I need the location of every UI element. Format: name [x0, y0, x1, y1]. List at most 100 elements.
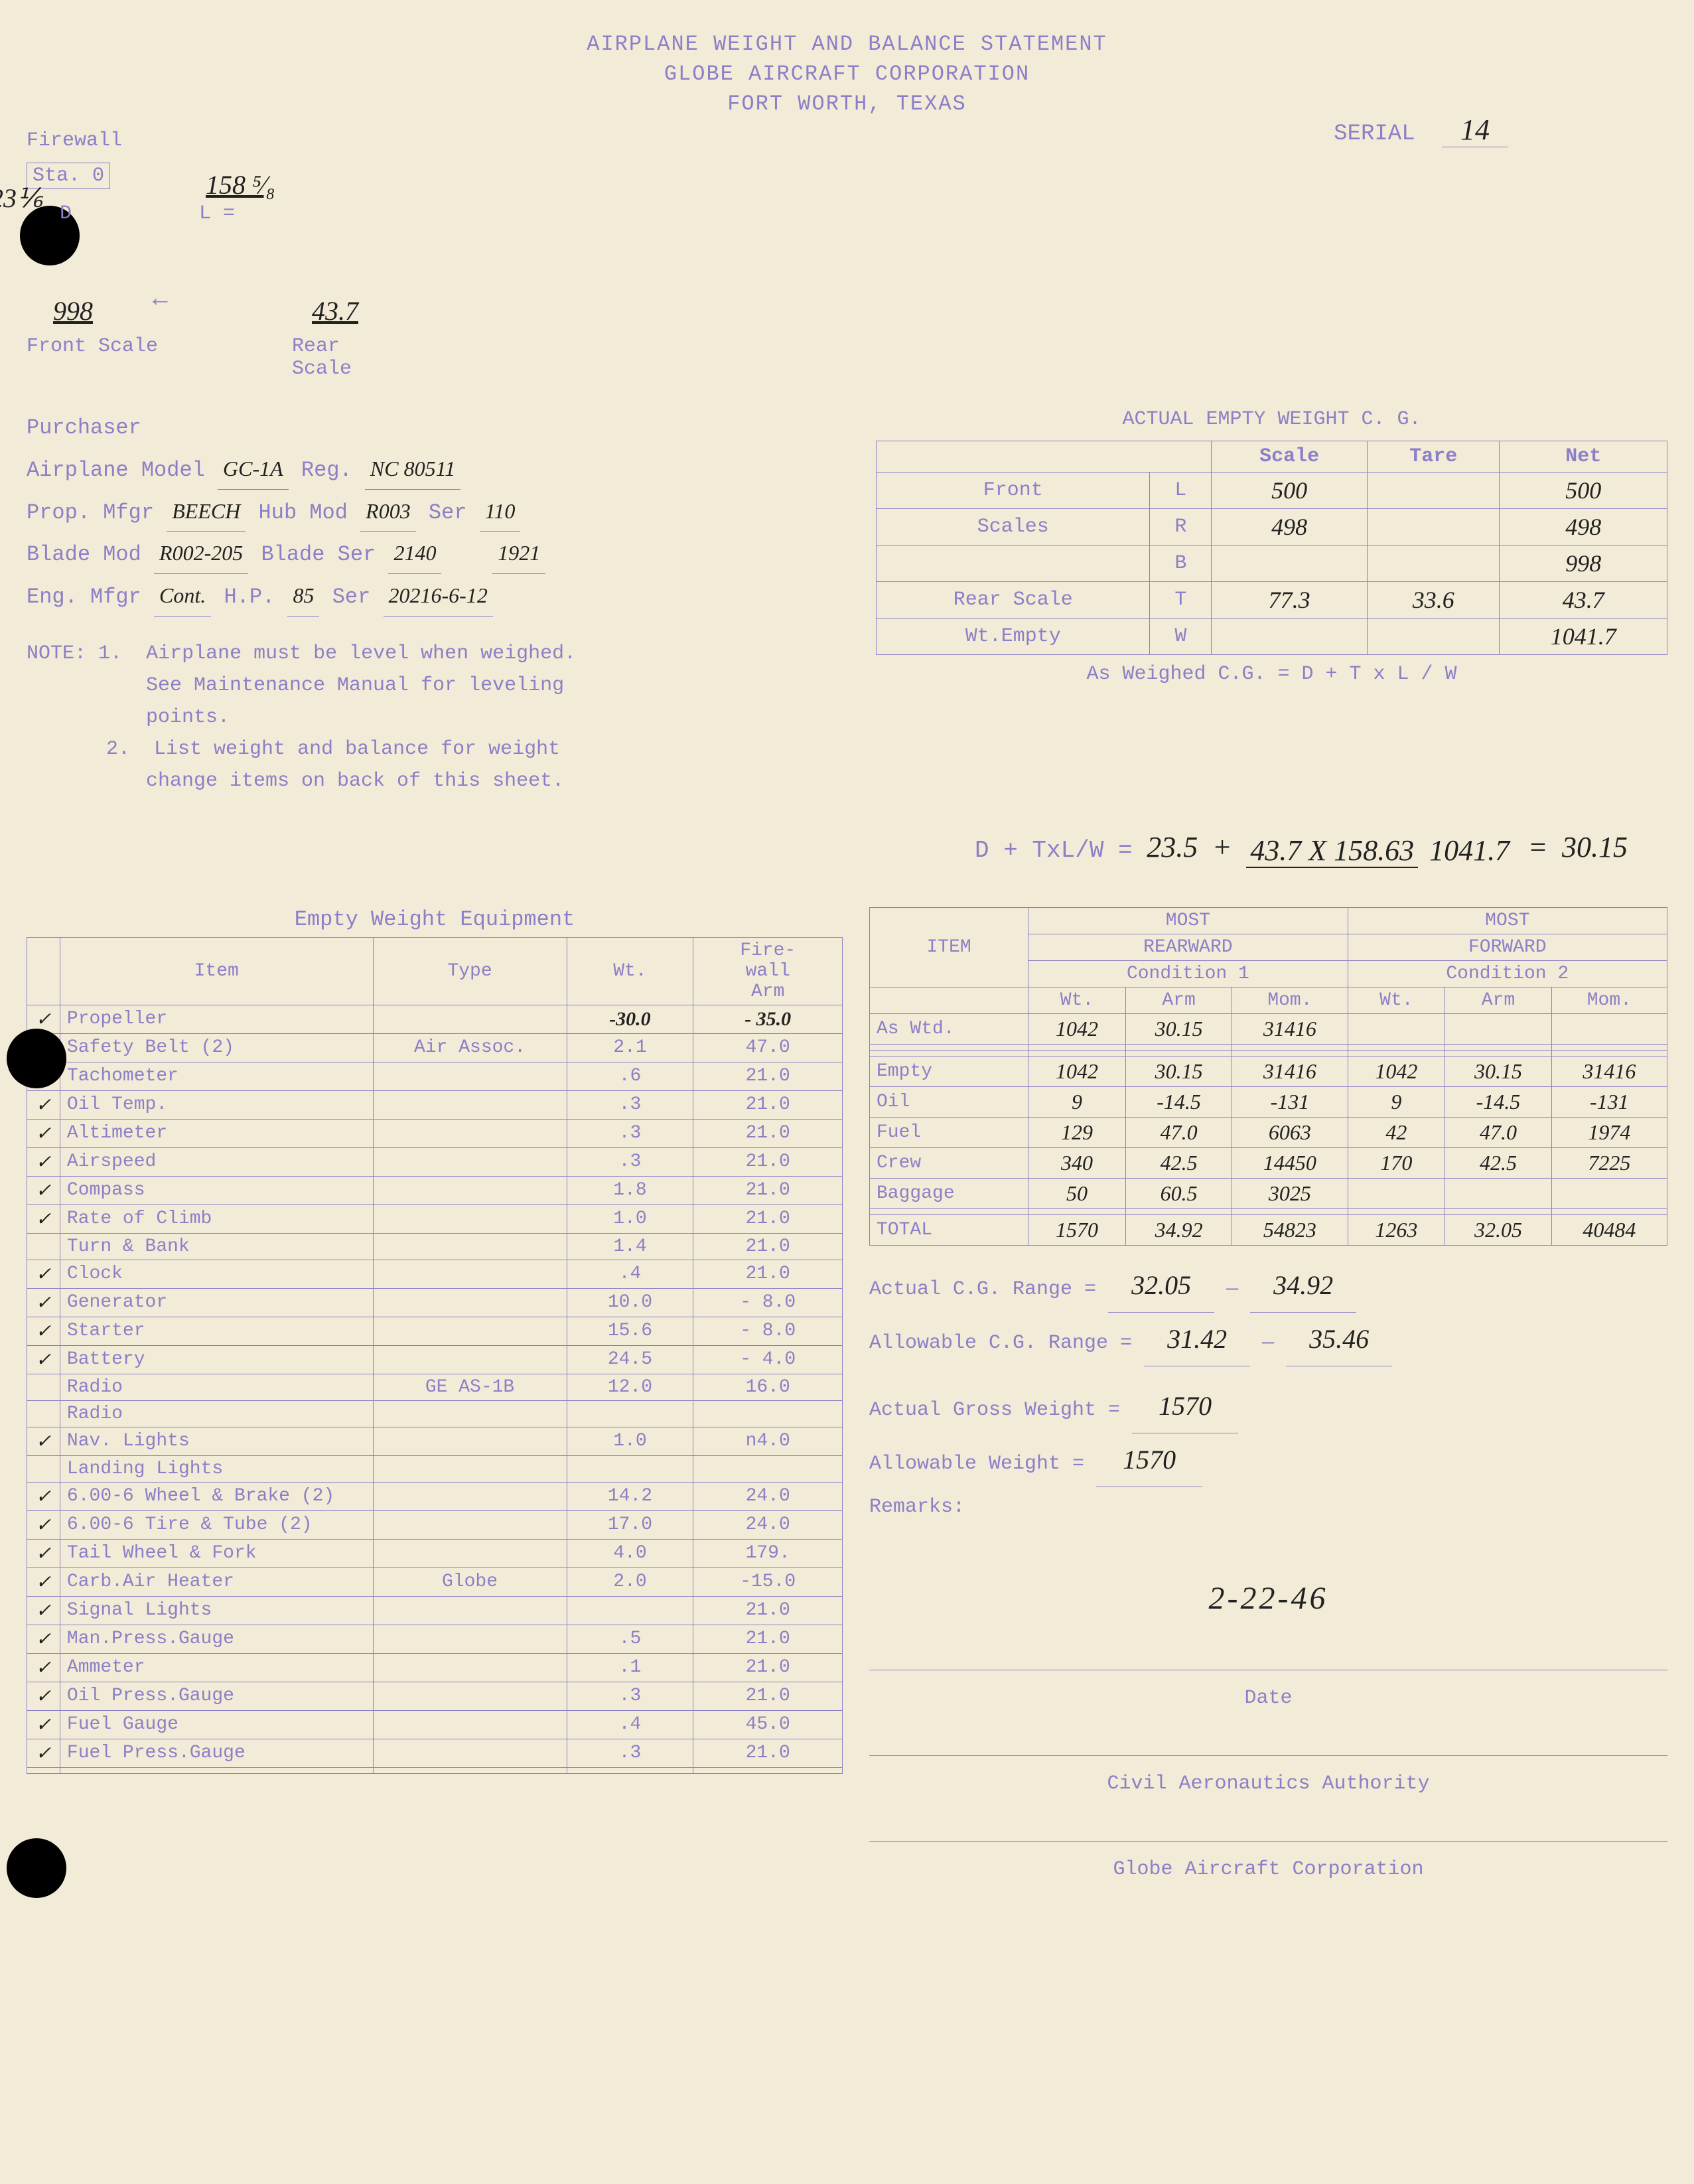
cg-row-label: Rear Scale — [877, 582, 1150, 619]
cg-calculation: D + TxL/W = 23.5 + 43.7 X 158.63 1041.7 … — [27, 830, 1667, 867]
equipment-row: Turn & Bank1.421.0 — [27, 1233, 843, 1260]
equipment-row: ✓Propeller-30.0- 35.0 — [27, 1005, 843, 1033]
d-left-value: 23⅙ — [0, 182, 42, 214]
allow-cg-lo: 31.42 — [1144, 1313, 1250, 1366]
model-label: Airplane Model — [27, 458, 205, 482]
calc-den: 1041.7 — [1425, 834, 1514, 867]
calc-row-w1: 1042 — [1028, 1056, 1126, 1086]
equipment-item: Altimeter — [60, 1119, 373, 1147]
cg-row-net: 1041.7 — [1500, 619, 1667, 655]
equipment-item: Landing Lights — [60, 1455, 373, 1482]
equipment-row: ✓6.00-6 Wheel & Brake (2)14.224.0 — [27, 1482, 843, 1510]
equipment-type — [373, 1710, 567, 1739]
calc-row-w1 — [1028, 1208, 1126, 1214]
equipment-type — [373, 1427, 567, 1455]
note2-num: 2. — [106, 738, 130, 761]
equipment-arm: 21.0 — [693, 1682, 843, 1710]
equipment-item: Man.Press.Gauge — [60, 1625, 373, 1653]
equipment-item: Starter — [60, 1317, 373, 1345]
equipment-item: Ammeter — [60, 1653, 373, 1682]
equipment-arm: 16.0 — [693, 1374, 843, 1400]
cg-row: Wt.EmptyW1041.7 — [877, 619, 1667, 655]
equipment-type: Air Assoc. — [373, 1033, 567, 1062]
header-block: AIRPLANE WEIGHT AND BALANCE STATEMENT GL… — [27, 32, 1667, 116]
equipment-item: Clock — [60, 1260, 373, 1288]
equipment-wt: .3 — [567, 1119, 693, 1147]
calc-row-w1 — [1028, 1044, 1126, 1050]
calc-row-a2: -14.5 — [1445, 1086, 1551, 1117]
equipment-item: 6.00-6 Tire & Tube (2) — [60, 1510, 373, 1539]
equipment-check — [27, 1400, 60, 1427]
eq-th-arm: Fire- wall Arm — [693, 937, 843, 1005]
equipment-type — [373, 1233, 567, 1260]
notes-block: NOTE: 1. Airplane must be level when wei… — [27, 638, 823, 797]
equipment-row: ✓Airspeed.321.0 — [27, 1147, 843, 1176]
gross-label: Actual Gross Weight = — [869, 1399, 1120, 1421]
calc-row-a1: -14.5 — [1125, 1086, 1232, 1117]
eq-th-item: Item — [60, 937, 373, 1005]
remarks-label: Remarks: — [869, 1487, 1667, 1527]
calc-row-w1: 1042 — [1028, 1013, 1126, 1044]
calc-row-m2 — [1551, 1050, 1667, 1056]
equipment-row: ✓Altimeter.321.0 — [27, 1119, 843, 1147]
calc-row-w1 — [1028, 1050, 1126, 1056]
equipment-arm — [693, 1400, 843, 1427]
cg-row-tare — [1368, 619, 1500, 655]
blade-mod-label: Blade Mod — [27, 542, 141, 567]
cg-dash2: — — [1262, 1332, 1274, 1354]
hub-mod-label: Hub Mod — [259, 500, 348, 525]
calc-row-w2: 1263 — [1348, 1214, 1445, 1245]
equipment-type — [373, 1682, 567, 1710]
equipment-check — [27, 1455, 60, 1482]
equipment-type — [373, 1482, 567, 1510]
gross-value: 1570 — [1132, 1380, 1238, 1433]
allow-cg-label: Allowable C.G. Range = — [869, 1332, 1132, 1354]
eng-mfgr-value: Cont. — [154, 575, 211, 617]
equipment-row: ✓Tail Wheel & Fork4.0179. — [27, 1539, 843, 1567]
equipment-row: ✓Starter15.6- 8.0 — [27, 1317, 843, 1345]
calc-row-a1: 47.0 — [1125, 1117, 1232, 1147]
calc-th-mom2: Mom. — [1551, 987, 1667, 1013]
equipment-item: Rate of Climb — [60, 1204, 373, 1233]
weight-diagram: Firewall Sta. 0 23⅙ D ← 158 ⁵⁄₈ L = 998 … — [27, 129, 411, 395]
equipment-row: ✓6.00-6 Tire & Tube (2)17.024.0 — [27, 1510, 843, 1539]
calc-th-forward: FORWARD — [1348, 934, 1667, 960]
equipment-row: ✓Tachometer.621.0 — [27, 1062, 843, 1090]
calc-row: Empty104230.1531416104230.1531416 — [870, 1056, 1667, 1086]
caa-line: Civil Aeronautics Authority — [869, 1755, 1667, 1808]
equipment-check: ✓ — [27, 1596, 60, 1625]
cg-row-scale: 498 — [1212, 509, 1368, 546]
company-name: GLOBE AIRCRAFT CORPORATION — [27, 62, 1667, 86]
equipment-type — [373, 1400, 567, 1427]
equipment-wt: .4 — [567, 1710, 693, 1739]
calc-row-w2 — [1348, 1178, 1445, 1208]
calc-row-a2: 30.15 — [1445, 1056, 1551, 1086]
cg-row-label: Wt.Empty — [877, 619, 1150, 655]
calc-result: 30.15 — [1562, 831, 1628, 863]
allow-wt-value: 1570 — [1096, 1433, 1202, 1487]
cg-row-tare — [1368, 509, 1500, 546]
equipment-check: ✓ — [27, 1345, 60, 1374]
actual-cg-hi: 34.92 — [1250, 1259, 1356, 1313]
equipment-item: Generator — [60, 1288, 373, 1317]
arrow-icon: ← — [153, 285, 168, 314]
calc-row-a1: 60.5 — [1125, 1178, 1232, 1208]
equipment-row: ✓Man.Press.Gauge.521.0 — [27, 1625, 843, 1653]
equipment-row: ✓Carb.Air HeaterGlobe2.0-15.0 — [27, 1567, 843, 1596]
eq-th-chk — [27, 937, 60, 1005]
calc-row: As Wtd.104230.1531416 — [870, 1013, 1667, 1044]
equipment-arm: 21.0 — [693, 1739, 843, 1767]
equipment-item — [60, 1767, 373, 1773]
punch-hole — [7, 1838, 66, 1898]
equipment-row: ✓Safety Belt (2)Air Assoc.2.147.0 — [27, 1033, 843, 1062]
equipment-type — [373, 1653, 567, 1682]
equipment-type: Globe — [373, 1567, 567, 1596]
reg-label: Reg. — [301, 458, 352, 482]
equipment-item: Fuel Gauge — [60, 1710, 373, 1739]
equipment-arm: 24.0 — [693, 1510, 843, 1539]
calc-row: Oil9-14.5-1319-14.5-131 — [870, 1086, 1667, 1117]
equipment-wt — [567, 1455, 693, 1482]
hp-value: 85 — [287, 575, 319, 617]
calc-row-label: TOTAL — [870, 1214, 1028, 1245]
equipment-arm: - 8.0 — [693, 1317, 843, 1345]
